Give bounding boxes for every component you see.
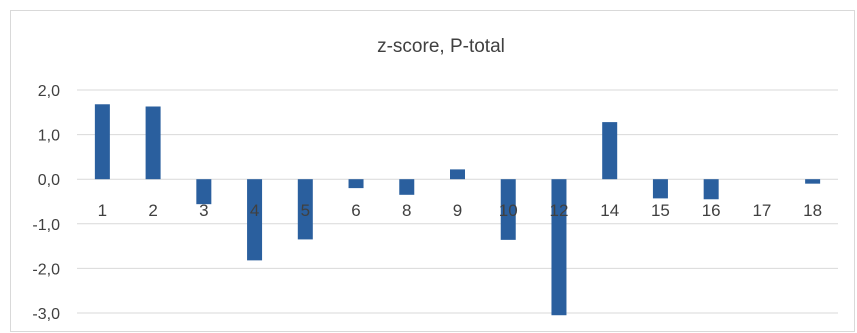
x-tick-label: 4	[250, 201, 259, 220]
bar-6	[348, 179, 364, 189]
y-tick-label: -3,0	[32, 306, 60, 323]
x-tick-label: 1	[98, 201, 107, 220]
bar-18	[805, 179, 821, 184]
x-tick-label: 15	[651, 201, 670, 220]
x-tick-label: 6	[351, 201, 360, 220]
bar-9	[450, 169, 465, 180]
x-tick-label: 10	[499, 201, 518, 220]
y-tick-label: -1,0	[32, 217, 60, 234]
y-tick-label: 1,0	[38, 128, 60, 145]
x-tick-label: 18	[803, 201, 822, 220]
x-tick-label: 16	[702, 201, 721, 220]
bar-4	[247, 179, 263, 261]
bars	[94, 104, 821, 316]
bar-10	[500, 179, 516, 240]
y-tick-label: -2,0	[32, 261, 60, 278]
bar-8	[399, 179, 415, 195]
bar-16	[703, 179, 719, 200]
x-tick-label: 9	[453, 201, 462, 220]
bar-5	[297, 179, 313, 240]
bar-14	[602, 122, 618, 180]
x-tick-label: 14	[600, 201, 619, 220]
bar-1	[94, 104, 110, 180]
x-tick-label: 8	[402, 201, 411, 220]
x-tick-label: 2	[148, 201, 157, 220]
x-tick-label: 5	[301, 201, 310, 220]
x-tick-label: 3	[199, 201, 208, 220]
x-tick-label: 12	[550, 201, 569, 220]
y-tick-label: 2,0	[38, 83, 60, 100]
chart-title: z-score, P-total	[377, 36, 505, 57]
bar-12	[551, 179, 567, 316]
bar-3	[196, 179, 212, 205]
x-axis-ticks: 1 2 3 4 5 6 8 9 10 12 14 15 16 17 18	[98, 201, 822, 220]
y-axis-ticks: 2,0 1,0 0,0 -1,0 -2,0 -3,0	[32, 83, 60, 323]
bar-2	[145, 106, 161, 180]
y-tick-label: 0,0	[38, 172, 60, 189]
bar-15	[652, 179, 668, 199]
x-tick-label: 17	[752, 201, 771, 220]
